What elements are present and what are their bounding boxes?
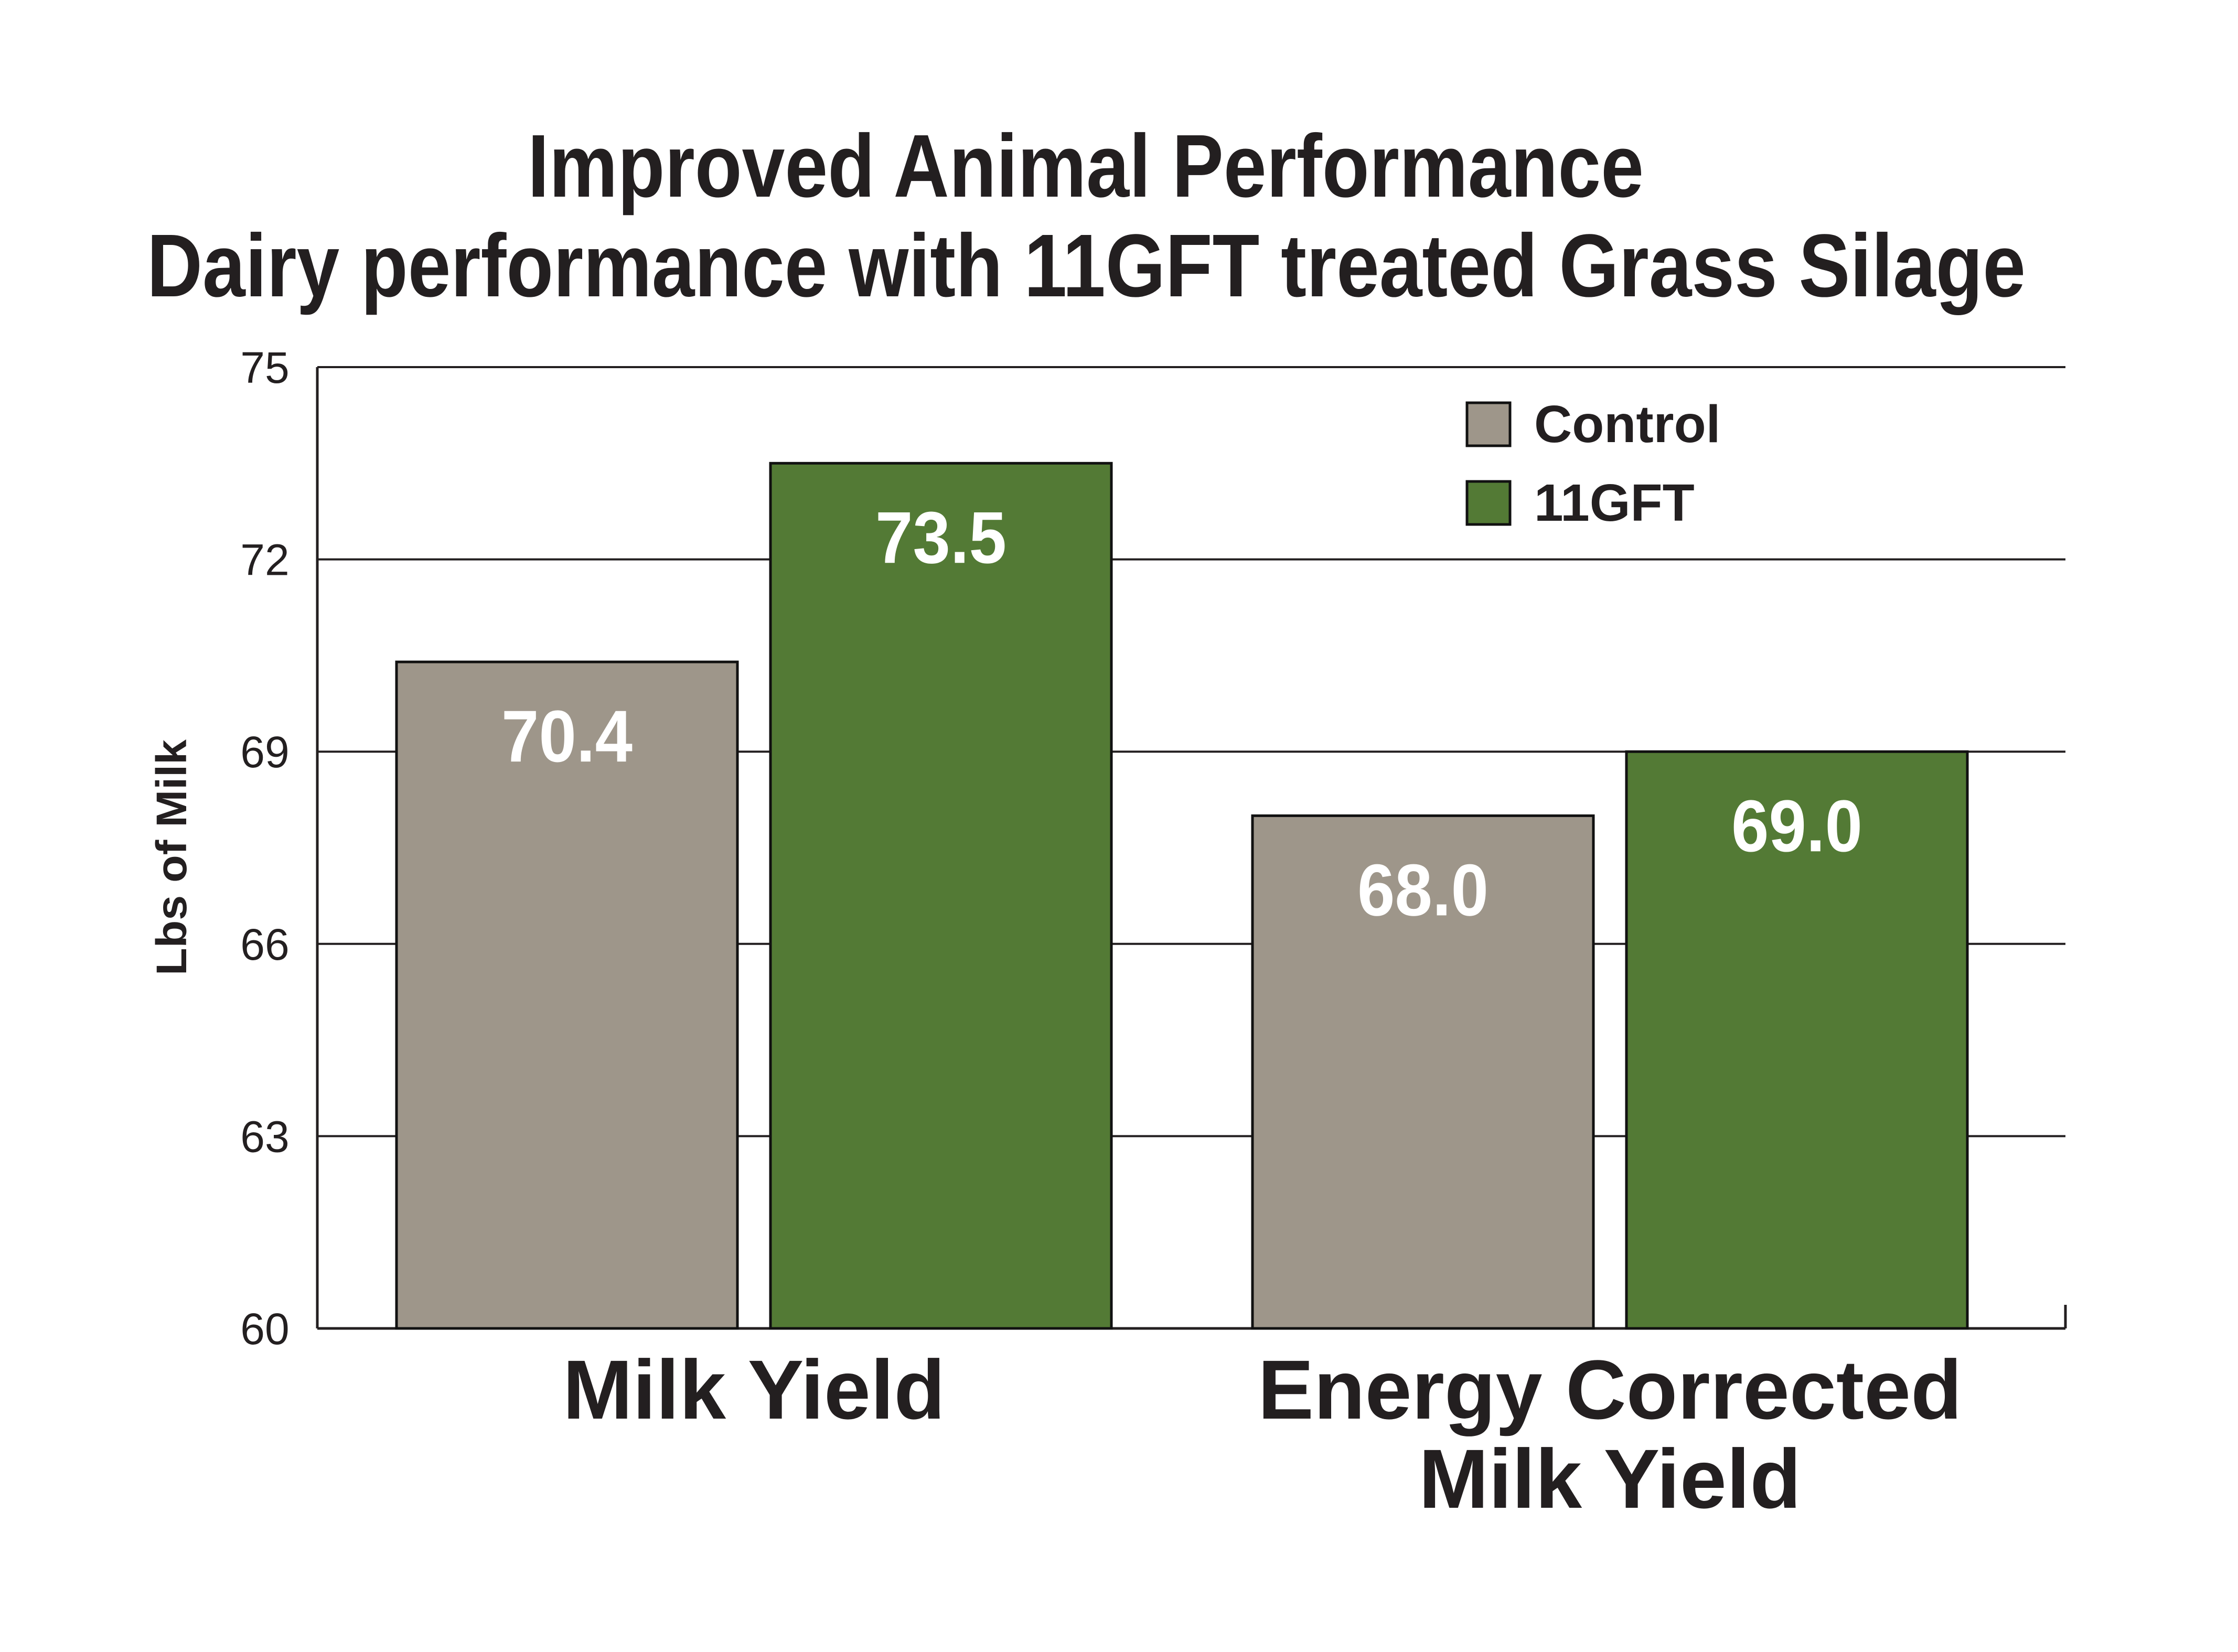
category-label: Energy Corrected [1258,1343,1962,1436]
chart-title: Improved Animal Performance [528,116,1644,216]
category-label: Milk Yield [563,1343,945,1436]
data-label: 73.5 [875,496,1006,578]
legend-swatch-control [1465,401,1512,447]
y-tick-label: 72 [240,535,289,585]
data-label: 70.4 [501,695,633,777]
data-label: 69.0 [1731,785,1862,867]
chart-subtitle: Dairy performance with 11GFT treated Gra… [147,216,2026,316]
legend-label: Control [1534,395,1720,454]
bar-11gft-0 [769,462,1113,1330]
legend-swatch-11gft [1465,480,1512,526]
bar-11gft-1 [1625,750,1969,1330]
y-tick-label: 63 [240,1112,289,1161]
y-tick-labels: 60 63 66 69 72 75 [240,343,289,1354]
y-axis-label: Lbs of Milk [148,739,196,975]
bar-control-1 [1251,814,1595,1330]
legend-label: 11GFT [1534,474,1695,532]
data-label: 68.0 [1357,849,1489,931]
bar-control-0 [395,660,739,1330]
category-label: Milk Yield [1419,1432,1801,1526]
y-tick-label: 60 [240,1304,289,1354]
legend: Control 11GFT [1465,395,1720,532]
y-tick-label: 75 [240,343,289,392]
y-tick-label: 66 [240,920,289,969]
bars: 70.4 68.0 73.5 69.0 [395,462,1969,1330]
y-tick-label: 69 [240,727,289,777]
